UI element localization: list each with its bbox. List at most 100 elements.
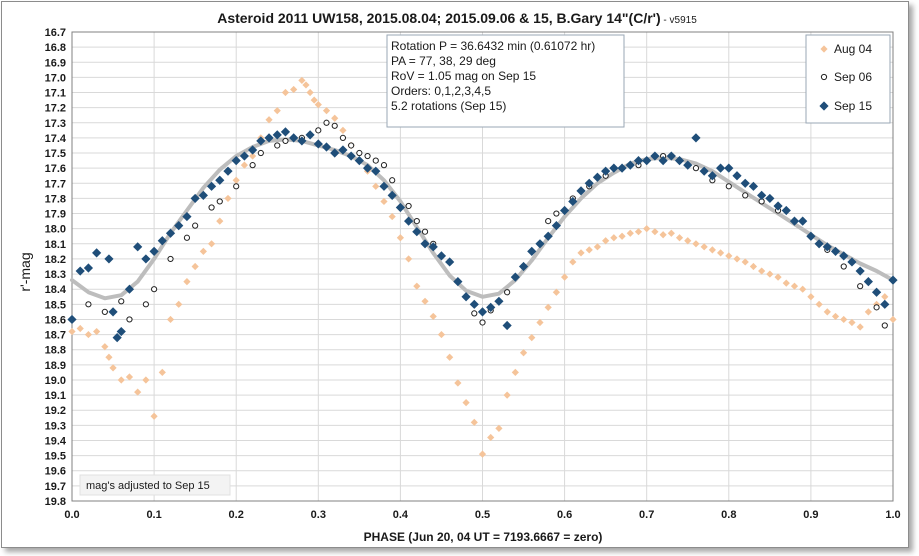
- point-aug04: [454, 379, 462, 387]
- point-sep15: [157, 236, 167, 246]
- point-aug04: [577, 249, 585, 257]
- point-aug04: [265, 116, 273, 124]
- point-aug04: [134, 388, 142, 396]
- chart-title: Asteroid 2011 UW158, 2015.08.04; 2015.09…: [217, 10, 697, 26]
- point-sep06: [167, 255, 174, 263]
- y-tick-label: 18.1: [45, 239, 66, 251]
- point-sep06: [249, 162, 256, 169]
- info-line-5: 5.2 rotations (Sep 15): [391, 99, 506, 113]
- point-aug04: [593, 243, 602, 251]
- point-aug04: [733, 255, 741, 263]
- point-sep06: [857, 283, 864, 290]
- note-box: mag's adjusted to Sep 15: [79, 474, 231, 496]
- point-sep15: [133, 242, 143, 252]
- point-sep15: [839, 251, 849, 261]
- point-aug04: [76, 324, 84, 333]
- point-aug04: [651, 228, 659, 236]
- point-sep15: [75, 266, 85, 276]
- point-sep15: [543, 231, 553, 241]
- info-line-2: PA = 77, 38, 29 deg: [391, 54, 496, 68]
- point-aug04: [716, 249, 725, 257]
- point-aug04: [708, 246, 716, 254]
- point-sep15: [658, 155, 668, 166]
- point-sep06: [118, 298, 125, 305]
- point-sep15: [387, 190, 397, 200]
- point-sep15: [272, 130, 282, 140]
- point-aug04: [298, 76, 306, 85]
- point-aug04: [544, 303, 552, 311]
- point-aug04: [561, 273, 569, 281]
- point-aug04: [774, 273, 782, 281]
- point-aug04: [446, 353, 454, 361]
- point-sep15: [584, 178, 594, 188]
- point-aug04: [864, 308, 872, 316]
- point-aug04: [142, 376, 150, 384]
- y-tick-label: 19.8: [45, 496, 66, 508]
- gridlines: [71, 31, 894, 502]
- point-aug04: [380, 197, 388, 206]
- point-aug04: [758, 267, 766, 275]
- legend-marker-sep06: [820, 73, 828, 81]
- point-aug04: [339, 126, 347, 134]
- point-aug04: [684, 237, 692, 245]
- point-sep15: [798, 216, 808, 226]
- legend-label-aug04: Aug 04: [834, 42, 872, 56]
- x-axis-label: PHASE (Jun 20, 04 UT = 7193.6667 = zero): [364, 530, 603, 544]
- point-aug04: [249, 152, 257, 160]
- point-sep15: [757, 190, 767, 200]
- point-aug04: [183, 278, 191, 286]
- point-sep15: [404, 216, 414, 226]
- y-tick-label: 16.9: [45, 57, 66, 69]
- point-sep15: [724, 163, 734, 173]
- point-sep15: [371, 166, 381, 176]
- chart-frame: 16.7 16.8 16.9 17.0 17.1 17.2 17.3 17.4 17.5 17.6…: [1, 1, 909, 548]
- point-sep06: [216, 198, 223, 205]
- y-tick-label: 16.7: [45, 27, 66, 39]
- point-aug04: [175, 300, 183, 308]
- y-tick-label: 17.5: [45, 148, 66, 160]
- point-sep15: [445, 257, 455, 267]
- point-sep06: [881, 322, 888, 329]
- point-sep15: [379, 181, 389, 191]
- point-sep15: [124, 284, 135, 294]
- point-aug04: [889, 315, 897, 324]
- point-sep15: [781, 205, 791, 216]
- point-sep15: [847, 257, 857, 267]
- point-sep15: [527, 246, 537, 256]
- point-sep15: [420, 239, 430, 249]
- point-sep15: [707, 171, 717, 181]
- point-aug04: [429, 312, 437, 321]
- point-sep15: [436, 251, 447, 261]
- point-sep15: [297, 136, 307, 146]
- point-aug04: [125, 373, 134, 381]
- x-tick-label: 0.1: [146, 509, 161, 521]
- point-sep15: [112, 333, 122, 343]
- point-sep15: [560, 205, 570, 216]
- info-box: Rotation P = 36.6432 min (0.61072 hr) PA…: [386, 34, 625, 128]
- point-sep06: [101, 308, 108, 315]
- point-sep15: [206, 181, 217, 191]
- point-sep15: [494, 296, 504, 306]
- note-text: mag's adjusted to Sep 15: [86, 480, 210, 492]
- fit-curve: [70, 137, 895, 301]
- point-sep15: [149, 246, 159, 256]
- point-sep06: [142, 301, 149, 308]
- point-sep06: [692, 165, 700, 172]
- point-aug04: [105, 353, 113, 361]
- point-sep06: [323, 119, 330, 126]
- point-sep15: [453, 277, 463, 287]
- point-aug04: [692, 240, 700, 248]
- point-sep15: [642, 155, 652, 166]
- point-sep15: [789, 216, 800, 226]
- point-aug04: [519, 349, 528, 357]
- point-sep15: [198, 190, 208, 200]
- point-sep06: [208, 204, 215, 211]
- point-sep15: [182, 211, 192, 222]
- point-sep15: [609, 163, 619, 173]
- point-sep15: [568, 196, 578, 207]
- point-sep15: [683, 160, 693, 170]
- y-tick-label: 16.8: [45, 42, 66, 54]
- point-aug04: [495, 424, 503, 432]
- point-aug04: [815, 300, 823, 308]
- point-aug04: [552, 288, 560, 296]
